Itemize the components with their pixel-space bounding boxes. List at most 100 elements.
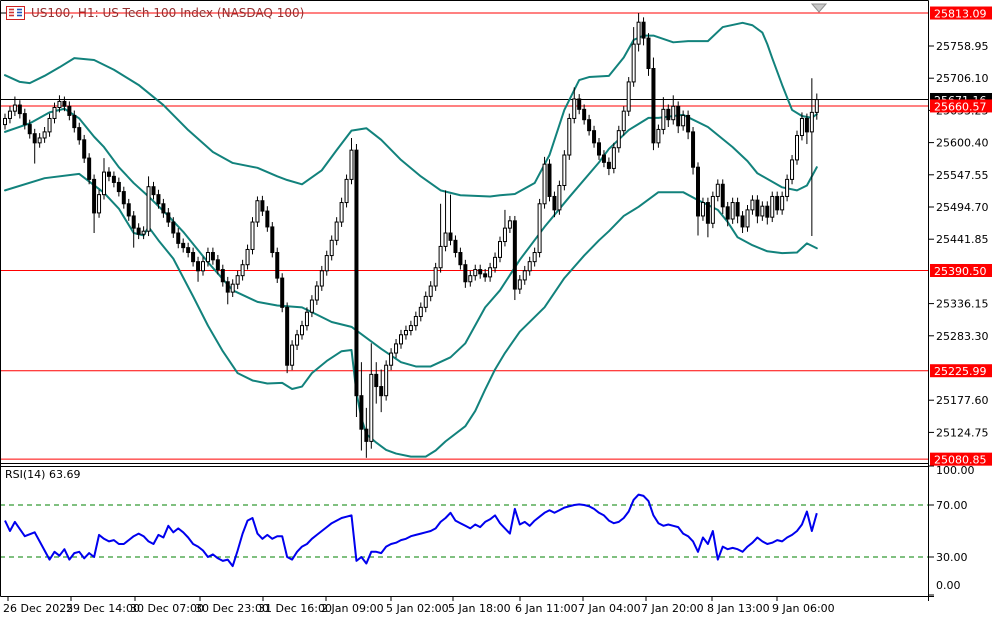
- time-tick-label: 9 Jan 06:00: [772, 602, 835, 615]
- candle-body: [725, 206, 730, 220]
- candle-body: [295, 334, 300, 346]
- candle-body: [790, 159, 795, 180]
- candle-body: [151, 186, 156, 196]
- candle-body: [17, 104, 22, 115]
- candle-body: [656, 128, 661, 144]
- candle-body: [512, 220, 517, 290]
- price-tick-label: 25706.10: [936, 72, 989, 85]
- candle-body: [87, 157, 92, 180]
- bb-middle-line: [4, 107, 818, 368]
- chart-frame: [0, 0, 934, 601]
- candle-body: [458, 252, 463, 266]
- candle-body: [413, 315, 418, 327]
- candle-body: [67, 105, 72, 116]
- candle-body: [408, 325, 413, 331]
- candle-body: [111, 175, 116, 183]
- candle-body: [710, 195, 715, 224]
- scroll-to-end-marker-icon[interactable]: [810, 3, 828, 13]
- candle-body: [37, 137, 42, 144]
- candle-body: [691, 131, 696, 168]
- time-tick-label: 29 Dec 14:00: [66, 602, 140, 615]
- candle-body: [606, 161, 611, 169]
- price-tick-label: 25441.85: [936, 233, 989, 246]
- rsi-tick-label: 100.00: [936, 464, 975, 477]
- time-tick-label: 30 Dec 07:00: [130, 602, 204, 615]
- candle-body: [176, 232, 181, 244]
- candle-body: [141, 230, 146, 235]
- candle-body: [181, 242, 186, 249]
- horizontal-level-lines[interactable]: [0, 12, 928, 460]
- candle-body: [572, 98, 577, 119]
- rsi-indicator: [0, 493, 928, 568]
- candle-body: [809, 111, 814, 133]
- candle-body: [314, 285, 319, 301]
- candle-body: [755, 199, 760, 217]
- candle-body: [344, 178, 349, 204]
- candle-body: [32, 133, 37, 144]
- candle-body: [240, 264, 245, 277]
- rsi-tick-label: 30.00: [936, 551, 968, 564]
- time-tick-label: 7 Jan 04:00: [578, 602, 641, 615]
- price-tick-label: 25336.15: [936, 298, 989, 311]
- badge-label: 25660.57: [934, 100, 987, 113]
- candle-body: [403, 329, 408, 336]
- candle-body: [97, 194, 102, 214]
- candle-body: [270, 226, 275, 254]
- time-tick-label: 30 Dec 23:00: [195, 602, 269, 615]
- candle-body: [399, 334, 403, 345]
- candle-body: [502, 227, 507, 243]
- candle-body: [225, 281, 230, 293]
- candle-body: [22, 113, 27, 126]
- candle-body: [750, 199, 755, 211]
- candle-body: [770, 195, 775, 218]
- candle-body: [507, 220, 512, 229]
- candle-body: [631, 43, 636, 83]
- bb-lower-line: [4, 172, 818, 458]
- candle-body: [82, 139, 87, 159]
- candle-body: [646, 37, 651, 70]
- candle-body: [339, 202, 344, 223]
- time-tick-label: 6 Jan 11:00: [515, 602, 578, 615]
- candle-body: [290, 344, 295, 366]
- candle-body: [517, 279, 522, 290]
- candle-body: [215, 259, 220, 271]
- candle-body: [171, 221, 176, 234]
- price-tick-label: 25547.55: [936, 169, 989, 182]
- candle-body: [547, 163, 552, 197]
- price-tick-label: 25283.30: [936, 330, 989, 343]
- candle-body: [245, 248, 250, 266]
- candle-body: [636, 21, 641, 45]
- candle-body: [121, 191, 126, 205]
- candle-body: [349, 149, 354, 180]
- candle-body: [597, 142, 601, 156]
- candle-body: [52, 107, 57, 119]
- level-price-badge: [930, 263, 992, 277]
- candle-body: [740, 215, 745, 228]
- candle-body: [715, 183, 720, 197]
- level-price-badge: [930, 364, 992, 378]
- candle-body: [428, 285, 433, 297]
- candle-body: [557, 184, 562, 211]
- candle-body: [720, 183, 725, 208]
- candle-body: [106, 171, 111, 177]
- candle-body: [72, 114, 77, 129]
- price-tick-label: 25600.40: [936, 137, 989, 150]
- candle-body: [552, 195, 557, 211]
- price-tick-label: 25758.95: [936, 40, 989, 53]
- candle-body: [463, 264, 468, 283]
- candle-body: [592, 130, 597, 144]
- candle-body: [804, 117, 809, 133]
- candle-body: [62, 100, 67, 107]
- candle-body: [433, 267, 438, 287]
- price-axis[interactable]: 25758.9525706.1025653.2525600.4025547.55…: [928, 6, 992, 596]
- candle-body: [57, 100, 62, 109]
- candle-body: [166, 212, 171, 223]
- candle-body: [785, 178, 790, 197]
- candle-body: [161, 203, 166, 214]
- candle-body: [374, 373, 379, 388]
- candle-body: [191, 252, 196, 263]
- candle-body: [567, 117, 572, 156]
- candle-body: [304, 311, 309, 327]
